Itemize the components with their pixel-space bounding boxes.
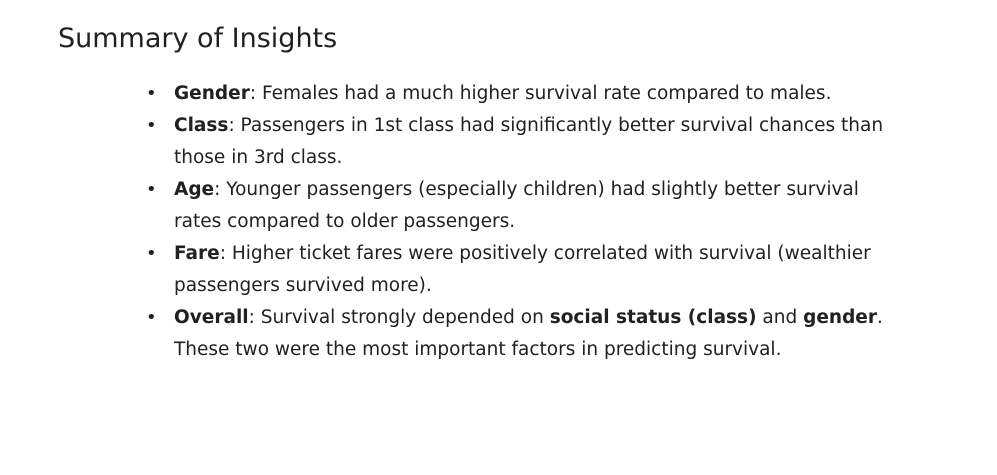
item-term: Overall	[174, 307, 249, 328]
bullet-icon: •	[146, 243, 157, 264]
item-text: . These two were the most important fact…	[174, 307, 883, 360]
bullet-icon: •	[146, 307, 157, 328]
list-item-fare: • Fare: Higher ticket fares were positiv…	[146, 238, 904, 302]
item-text: : Younger passengers (especially childre…	[174, 179, 859, 232]
item-emphasis: gender	[803, 307, 877, 328]
list-item-gender: • Gender: Females had a much higher surv…	[146, 78, 904, 110]
section-heading: Summary of Insights	[58, 23, 338, 54]
list-item-overall: • Overall: Survival strongly depended on…	[146, 302, 904, 366]
item-emphasis: social status (class)	[549, 307, 757, 328]
item-term: Gender	[174, 83, 250, 104]
item-text: and	[756, 307, 804, 328]
bullet-icon: •	[146, 83, 157, 104]
bullet-icon: •	[146, 179, 157, 200]
list-item-class: • Class: Passengers in 1st class had sig…	[146, 110, 904, 174]
item-text: : Passengers in 1st class had significan…	[174, 115, 884, 168]
item-term: Fare	[174, 243, 220, 264]
item-text: : Higher ticket fares were positively co…	[174, 243, 871, 296]
item-text: : Survival strongly depended on	[248, 307, 550, 328]
bullet-icon: •	[146, 115, 157, 136]
item-term: Age	[174, 179, 215, 200]
list-item-age: • Age: Younger passengers (especially ch…	[146, 174, 904, 238]
item-term: Class	[174, 115, 229, 136]
insights-list: • Gender: Females had a much higher surv…	[146, 78, 904, 366]
item-text: : Females had a much higher survival rat…	[249, 83, 832, 104]
